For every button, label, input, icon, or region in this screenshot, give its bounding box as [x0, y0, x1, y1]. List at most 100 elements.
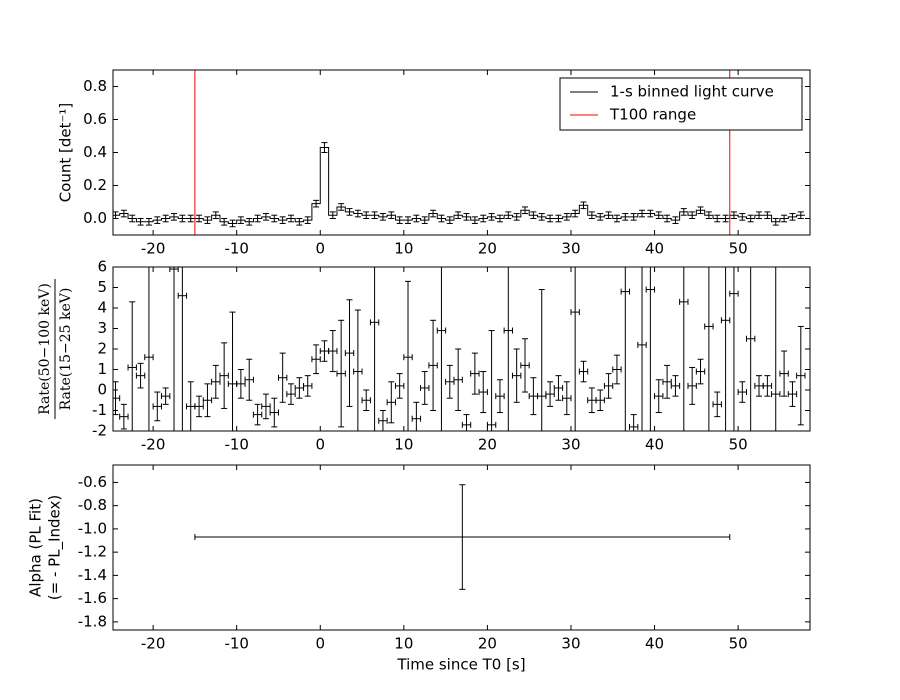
error-bar: [486, 330, 497, 431]
error-bar: [227, 311, 238, 431]
x-axis-label: Time since T0 [s]: [396, 656, 525, 674]
error-bar: [704, 267, 714, 431]
y-tick-label: 0.6: [83, 110, 107, 128]
y-axis-label: Alpha (PL Fit): [27, 498, 45, 597]
error-bar: [545, 381, 555, 407]
error-bar: [737, 381, 747, 403]
error-bar: [562, 381, 572, 416]
error-bar: [294, 377, 305, 399]
error-bar: [219, 342, 229, 409]
y-tick-label: 0.8: [83, 77, 107, 95]
error-bar: [186, 381, 196, 431]
error-bar: [628, 414, 639, 431]
x-tick-label: 0: [315, 635, 325, 653]
error-bar: [495, 379, 505, 414]
x-tick-label: -20: [141, 635, 166, 653]
error-bar: [152, 391, 162, 422]
x-tick-label: 20: [478, 240, 497, 258]
error-bar: [394, 373, 405, 399]
error-bar: [119, 403, 129, 430]
error-bar: [277, 352, 288, 403]
x-tick-label: -20: [141, 240, 166, 258]
error-bar: [762, 375, 773, 397]
error-bar: [570, 267, 580, 431]
x-tick-label: -10: [224, 240, 249, 258]
y-tick-label: -1.8: [78, 612, 107, 630]
error-bar: [269, 397, 279, 428]
error-bar: [252, 403, 263, 426]
error-bar: [754, 375, 764, 397]
legend-box: [559, 77, 803, 131]
error-bar: [336, 319, 346, 428]
y-tick-label: 0: [97, 381, 107, 399]
x-tick-label: 30: [561, 240, 580, 258]
error-bar: [511, 348, 522, 403]
error-bar: [303, 375, 313, 397]
y-tick-label: -0.8: [78, 496, 107, 514]
plot-area: [113, 267, 806, 431]
x-tick-label: 30: [561, 635, 580, 653]
error-bar: [378, 410, 388, 431]
error-bar: [160, 387, 171, 405]
error-bar: [369, 267, 380, 431]
y-tick-label: 5: [97, 278, 107, 296]
error-bar: [453, 348, 463, 411]
x-tick-label: 10: [394, 635, 413, 653]
error-bar: [712, 391, 722, 418]
x-tick-label: 50: [729, 436, 748, 454]
error-bar: [503, 267, 513, 431]
y-tick-label: 0.4: [83, 143, 107, 161]
error-bar: [771, 267, 781, 431]
plot-area: [194, 484, 731, 590]
y-axis-label: Rate(50−100 keV) Rate(15−25 keV): [37, 279, 74, 419]
error-bar: [796, 325, 806, 426]
error-bar: [127, 301, 137, 431]
y-tick-label: -2: [92, 422, 107, 440]
error-bar: [603, 373, 614, 399]
x-tick-label: 40: [645, 436, 664, 454]
error-bar: [194, 395, 204, 418]
y-tick-label: -1.4: [78, 566, 107, 584]
error-bar: [537, 289, 547, 431]
y-axis-label: (= - PL_Index): [46, 495, 65, 600]
error-bar: [169, 267, 179, 431]
x-tick-label: 40: [645, 635, 664, 653]
error-bar: [620, 267, 630, 431]
error-bar: [637, 267, 647, 431]
y-tick-label: -1.6: [78, 589, 107, 607]
error-bar: [411, 401, 422, 431]
x-tick-label: 0: [315, 240, 325, 258]
error-bar: [353, 309, 363, 431]
error-bar: [645, 267, 656, 431]
x-tick-label: 20: [478, 635, 497, 653]
y-tick-label: -1.2: [78, 543, 107, 561]
error-bar: [244, 358, 254, 401]
error-bar: [461, 414, 472, 431]
error-bar: [420, 371, 430, 405]
y-tick-label: -0.6: [78, 473, 107, 491]
y-label-denominator: Rate(15−25 keV): [58, 288, 74, 411]
error-bar: [520, 338, 530, 393]
error-bar: [745, 267, 756, 431]
error-bar: [202, 383, 213, 418]
x-tick-label: 10: [394, 240, 413, 258]
error-bar: [286, 383, 296, 405]
x-tick-label: 50: [729, 240, 748, 258]
y-tick-label: 0.2: [83, 176, 107, 194]
x-tick-label: 30: [561, 436, 580, 454]
x-tick-label: -20: [141, 436, 166, 454]
error-bar: [670, 375, 681, 397]
error-bar: [386, 381, 396, 424]
error-bar: [428, 319, 438, 411]
error-bar: [311, 344, 321, 375]
error-bar: [553, 375, 564, 401]
x-tick-label: 0: [315, 436, 325, 454]
error-bar: [194, 484, 731, 590]
error-bar: [720, 267, 731, 431]
y-tick-label: 6: [97, 258, 107, 276]
error-bar: [144, 267, 154, 431]
y-tick-label: 3: [97, 319, 107, 337]
x-tick-label: -10: [224, 436, 249, 454]
x-tick-label: 40: [645, 240, 664, 258]
